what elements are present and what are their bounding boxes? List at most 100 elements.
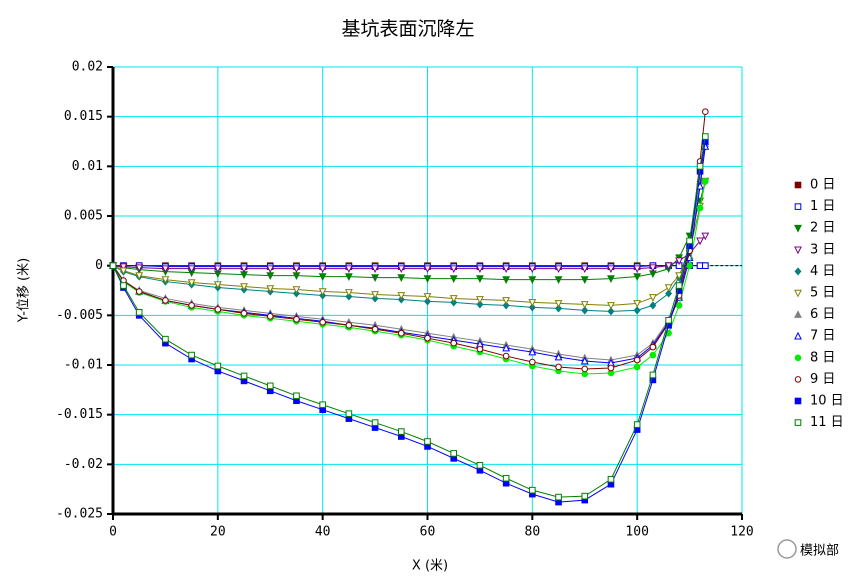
marker xyxy=(649,371,657,379)
marker xyxy=(696,204,704,212)
legend-item: 1 日 xyxy=(794,199,835,214)
series-line xyxy=(112,141,706,503)
marker xyxy=(476,300,484,309)
legend-label: 1 日 xyxy=(810,199,835,214)
legend-label: 4 日 xyxy=(810,264,835,279)
y-tick-label: 0.01 xyxy=(72,159,103,174)
marker xyxy=(502,297,511,305)
series-line xyxy=(112,181,706,306)
marker xyxy=(135,272,144,281)
legend-marker xyxy=(794,246,802,255)
marker xyxy=(476,296,484,304)
marker xyxy=(555,363,562,371)
marker xyxy=(633,300,642,308)
marker xyxy=(135,309,143,316)
marker xyxy=(397,265,406,274)
marker xyxy=(633,363,641,371)
marker xyxy=(607,265,615,274)
marker xyxy=(686,262,693,269)
legend-label: 11 日 xyxy=(810,415,844,430)
marker xyxy=(633,421,641,428)
marker xyxy=(292,286,301,294)
series xyxy=(109,133,709,501)
legend-marker xyxy=(794,354,802,362)
marker xyxy=(344,289,353,297)
x-tick-label: 40 xyxy=(315,525,331,540)
y-tick-label: -0.02 xyxy=(64,457,103,472)
marker xyxy=(502,265,511,274)
marker xyxy=(633,356,641,364)
legend-marker xyxy=(794,310,802,318)
marker xyxy=(266,285,275,293)
marker xyxy=(266,382,274,390)
legend-label: 2 日 xyxy=(810,221,835,236)
x-tick-label: 0 xyxy=(109,525,117,540)
marker xyxy=(502,276,511,284)
y-tick-label: 0.02 xyxy=(72,60,103,75)
marker xyxy=(664,262,673,271)
marker xyxy=(344,273,353,281)
marker xyxy=(135,288,143,295)
marker xyxy=(633,273,642,281)
marker xyxy=(161,265,170,274)
y-tick-label: 0.015 xyxy=(64,109,103,124)
marker xyxy=(318,288,327,296)
marker xyxy=(696,163,704,170)
marker xyxy=(449,275,458,283)
marker xyxy=(476,462,484,469)
marker xyxy=(119,263,128,272)
y-tick-label: 0 xyxy=(95,258,103,273)
marker xyxy=(450,339,458,347)
marker xyxy=(675,257,684,266)
marker xyxy=(633,306,641,315)
legend-marker xyxy=(794,289,802,298)
marker xyxy=(162,335,169,343)
marker xyxy=(345,321,353,329)
marker xyxy=(581,492,589,500)
legend-item: 0 日 xyxy=(794,178,835,193)
marker xyxy=(580,356,589,365)
marker xyxy=(476,345,484,353)
marker xyxy=(633,265,642,274)
marker xyxy=(476,275,484,283)
marker xyxy=(554,265,563,274)
marker xyxy=(292,265,301,274)
marker xyxy=(240,283,248,291)
marker xyxy=(240,372,248,380)
y-tick-label: 0.005 xyxy=(64,209,103,224)
marker xyxy=(293,392,300,400)
marker xyxy=(580,276,589,284)
series-line xyxy=(112,181,706,375)
marker xyxy=(371,291,379,299)
legend-marker xyxy=(794,181,802,189)
marker xyxy=(187,279,196,287)
marker xyxy=(397,428,405,435)
marker xyxy=(188,302,195,309)
marker xyxy=(648,294,657,302)
marker xyxy=(686,237,693,245)
marker xyxy=(162,297,169,304)
marker xyxy=(344,265,353,274)
legend-item: 2 日 xyxy=(794,221,835,236)
marker xyxy=(397,329,405,337)
marker xyxy=(554,352,563,361)
marker xyxy=(449,265,458,274)
series-line xyxy=(112,136,706,498)
marker xyxy=(607,307,615,316)
legend-label: 9 日 xyxy=(810,372,835,387)
marker xyxy=(607,475,615,483)
marker xyxy=(528,299,537,307)
marker xyxy=(240,265,248,274)
marker xyxy=(476,265,484,274)
legend-marker xyxy=(794,224,802,233)
watermark: 模拟部 xyxy=(800,544,839,559)
marker xyxy=(528,303,536,312)
y-tick-label: -0.01 xyxy=(64,358,103,373)
marker xyxy=(293,316,300,323)
y-tick-label: -0.015 xyxy=(56,407,103,422)
marker xyxy=(665,317,672,324)
marker xyxy=(371,419,379,426)
marker xyxy=(266,313,274,320)
